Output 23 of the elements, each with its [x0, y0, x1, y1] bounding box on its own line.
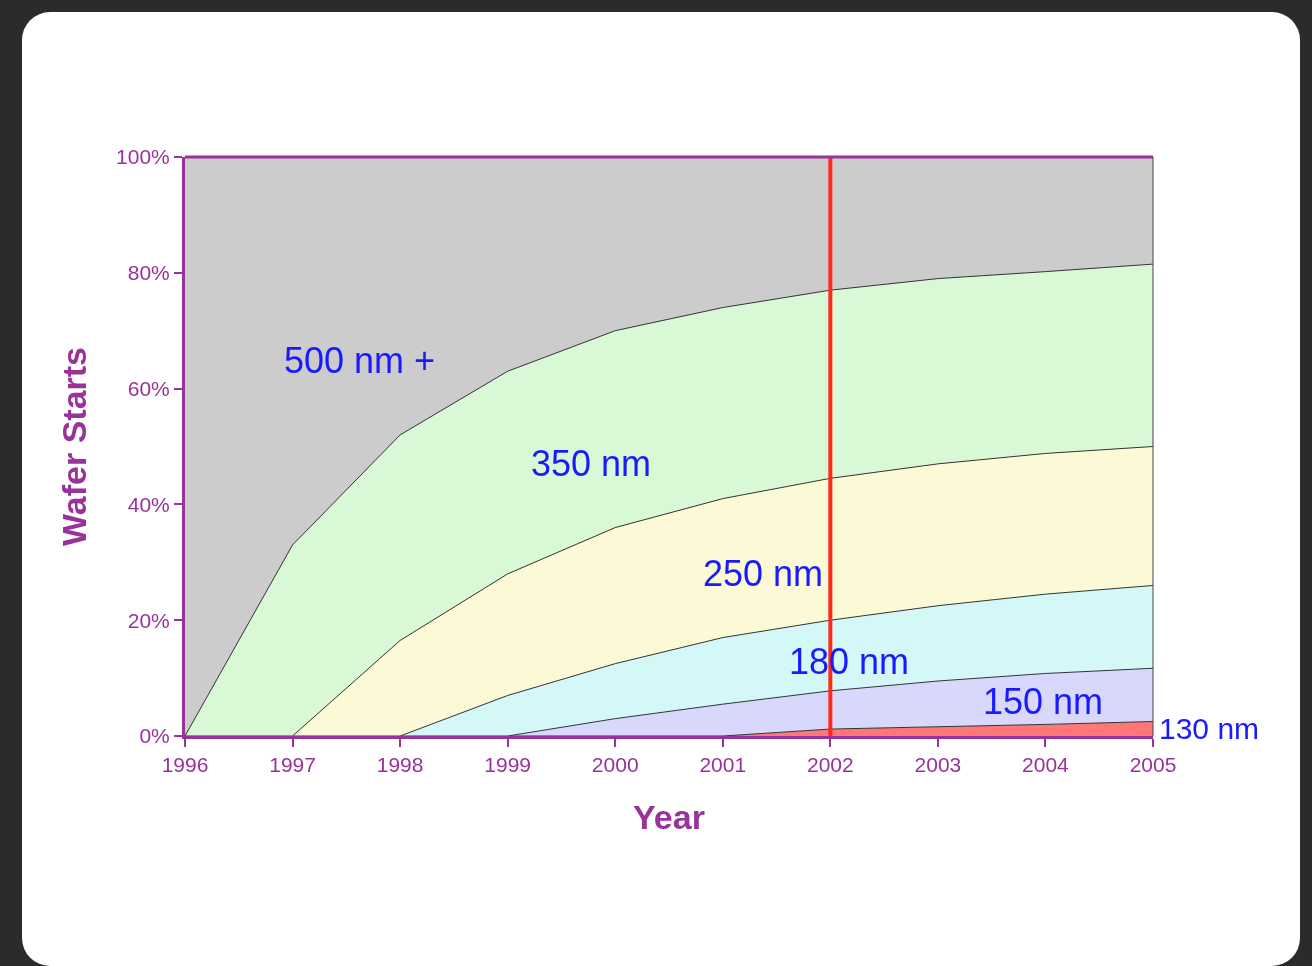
- x-tick-label: 1998: [376, 753, 424, 777]
- x-tick-label: 2005: [1129, 753, 1177, 777]
- y-tick-label: 40%: [127, 492, 170, 516]
- series-label: 500 nm +: [284, 340, 436, 381]
- series-label: 130 nm: [1159, 712, 1260, 745]
- x-tick-label: 1996: [161, 753, 209, 777]
- series-label: 250 nm: [703, 553, 824, 594]
- x-axis-title: Year: [633, 797, 705, 836]
- y-axis-title: Wafer Starts: [54, 346, 93, 547]
- x-tick-label: 1997: [269, 753, 316, 777]
- series-label: 350 nm: [531, 443, 652, 484]
- y-tick-label: 80%: [127, 261, 170, 285]
- y-tick-label: 60%: [127, 376, 170, 400]
- x-tick-label: 2002: [806, 753, 854, 777]
- y-tick-label: 20%: [127, 608, 170, 632]
- y-tick-label: 0%: [139, 724, 170, 748]
- x-tick-label: 1999: [484, 753, 532, 777]
- series-label: 150 nm: [983, 681, 1104, 722]
- x-tick-label: 2001: [699, 753, 747, 777]
- y-tick-label: 100%: [116, 145, 170, 169]
- x-tick-label: 2004: [1022, 753, 1070, 777]
- x-tick-label: 2000: [591, 753, 639, 777]
- x-tick-label: 2003: [914, 753, 962, 777]
